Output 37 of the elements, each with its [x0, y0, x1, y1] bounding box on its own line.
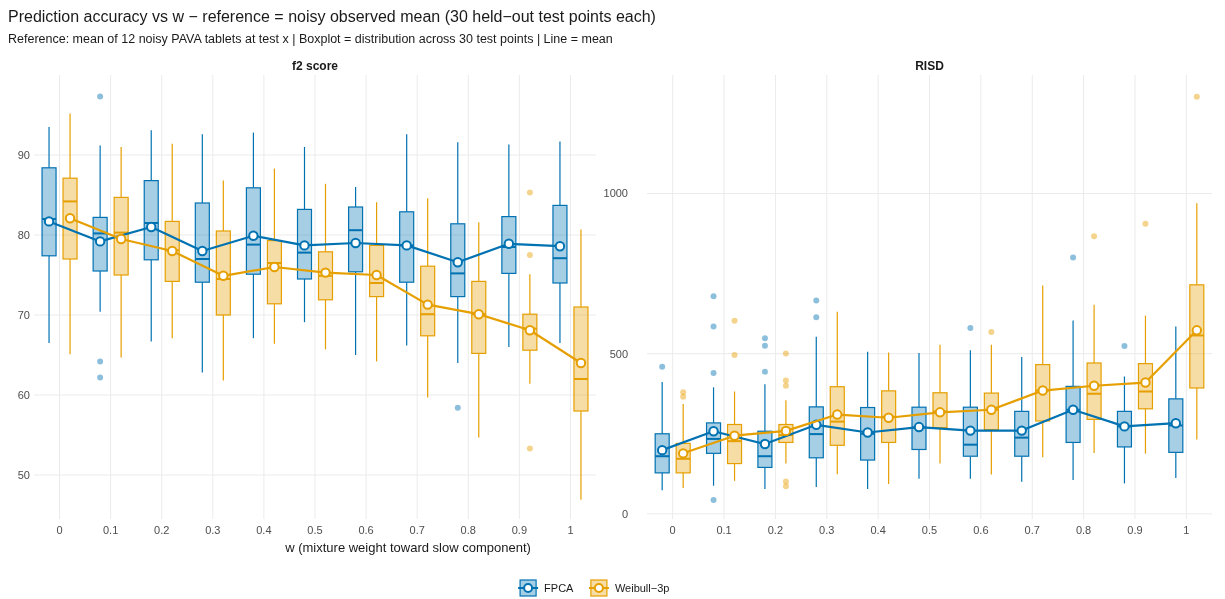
x-tick-label: 0.6: [358, 524, 374, 536]
text: Prediction accuracy vs w − reference = noisy observed mean (30 held−out test points each): [8, 8, 656, 25]
chart-title: f2 score: [291, 59, 339, 73]
y-tick-label: 1000: [603, 187, 628, 200]
x-tick-label: 0.8: [460, 524, 476, 536]
x-tick-label: 0: [56, 524, 63, 536]
x-tick-label: 1: [1183, 524, 1190, 536]
y-tick-label: 60: [17, 388, 30, 401]
text: Reference: mean of 12 noisy PAVA tablets at test x | Boxplot = distribution across 30 test points | Line = mean: [8, 32, 613, 46]
y-tick-label: 500: [609, 347, 628, 360]
y-tick-label: 90: [17, 148, 30, 161]
x-tick-label: 0.2: [154, 524, 170, 536]
x-tick-label: 0.1: [102, 524, 119, 536]
x-tick-label: 0.3: [205, 524, 221, 536]
x-tick-label: 0.3: [819, 524, 835, 536]
x-tick-label: 0.9: [1127, 524, 1143, 536]
legend-label: Weibull−3p: [614, 581, 670, 594]
y-tick-label: 0: [621, 507, 628, 520]
chart-title: RISD: [915, 59, 945, 73]
x-tick-label: 0.7: [1024, 524, 1040, 536]
x-tick-label: 0.7: [409, 524, 425, 536]
x-tick-label: 0.4: [256, 524, 272, 536]
x-axis-title: w (mixture weight toward slow component): [284, 540, 531, 555]
x-tick-label: 0: [669, 524, 676, 536]
y-tick-label: 70: [17, 308, 30, 321]
x-tick-label: 0.2: [767, 524, 784, 536]
x-tick-label: 1: [567, 524, 574, 536]
legend-label: FPCA: [544, 581, 575, 594]
x-tick-label: 0.1: [716, 524, 732, 536]
x-tick-label: 0.5: [921, 524, 938, 536]
x-tick-label: 0.5: [307, 524, 323, 536]
x-tick-label: 0.6: [973, 524, 989, 536]
x-tick-label: 0.8: [1075, 524, 1092, 536]
x-tick-label: 0.4: [870, 524, 886, 536]
y-tick-label: 80: [17, 228, 30, 241]
y-tick-label: 50: [17, 468, 30, 481]
x-tick-label: 0.9: [511, 524, 528, 536]
